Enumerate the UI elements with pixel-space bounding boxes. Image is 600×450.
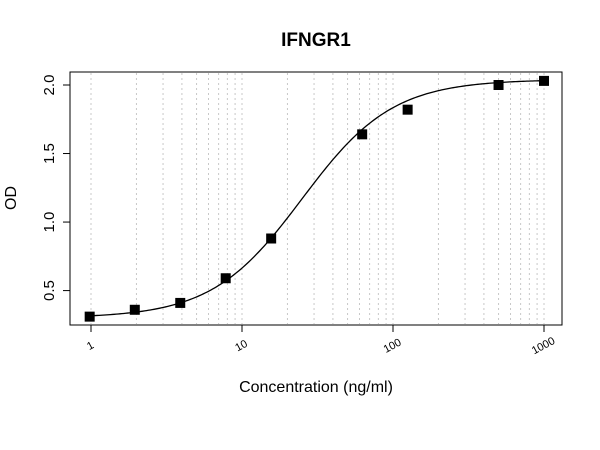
plot-frame (69, 71, 563, 326)
data-point (357, 129, 368, 140)
data-points (84, 75, 549, 322)
data-point (493, 80, 504, 90)
grid-lines (90, 73, 545, 324)
data-point (175, 297, 186, 308)
data-point (539, 75, 549, 86)
chart-title: IFNGR1 (281, 30, 351, 51)
data-point (220, 273, 231, 284)
data-point (84, 311, 95, 322)
x-tick-label: 10 (233, 338, 249, 354)
fit-curve (89, 80, 545, 317)
x-tick-label: 1000 (530, 335, 557, 357)
y-tick-label: 1.0 (41, 212, 58, 233)
data-point (129, 304, 140, 315)
x-tick-label: 1 (85, 339, 96, 352)
x-tick-label: 100 (382, 337, 404, 356)
y-tick-label: 0.5 (41, 280, 58, 301)
y-tick-label: 1.5 (41, 143, 58, 164)
data-point (402, 104, 413, 115)
y-tick-label: 2.0 (41, 75, 58, 96)
y-axis-label: OD (3, 186, 20, 210)
y-axis: 0.5 1.0 1.5 2.0 (41, 75, 70, 301)
x-axis-label: Concentration (ng/ml) (239, 379, 393, 396)
data-point (266, 233, 277, 244)
x-axis: 1 10 100 1000 (85, 325, 557, 357)
